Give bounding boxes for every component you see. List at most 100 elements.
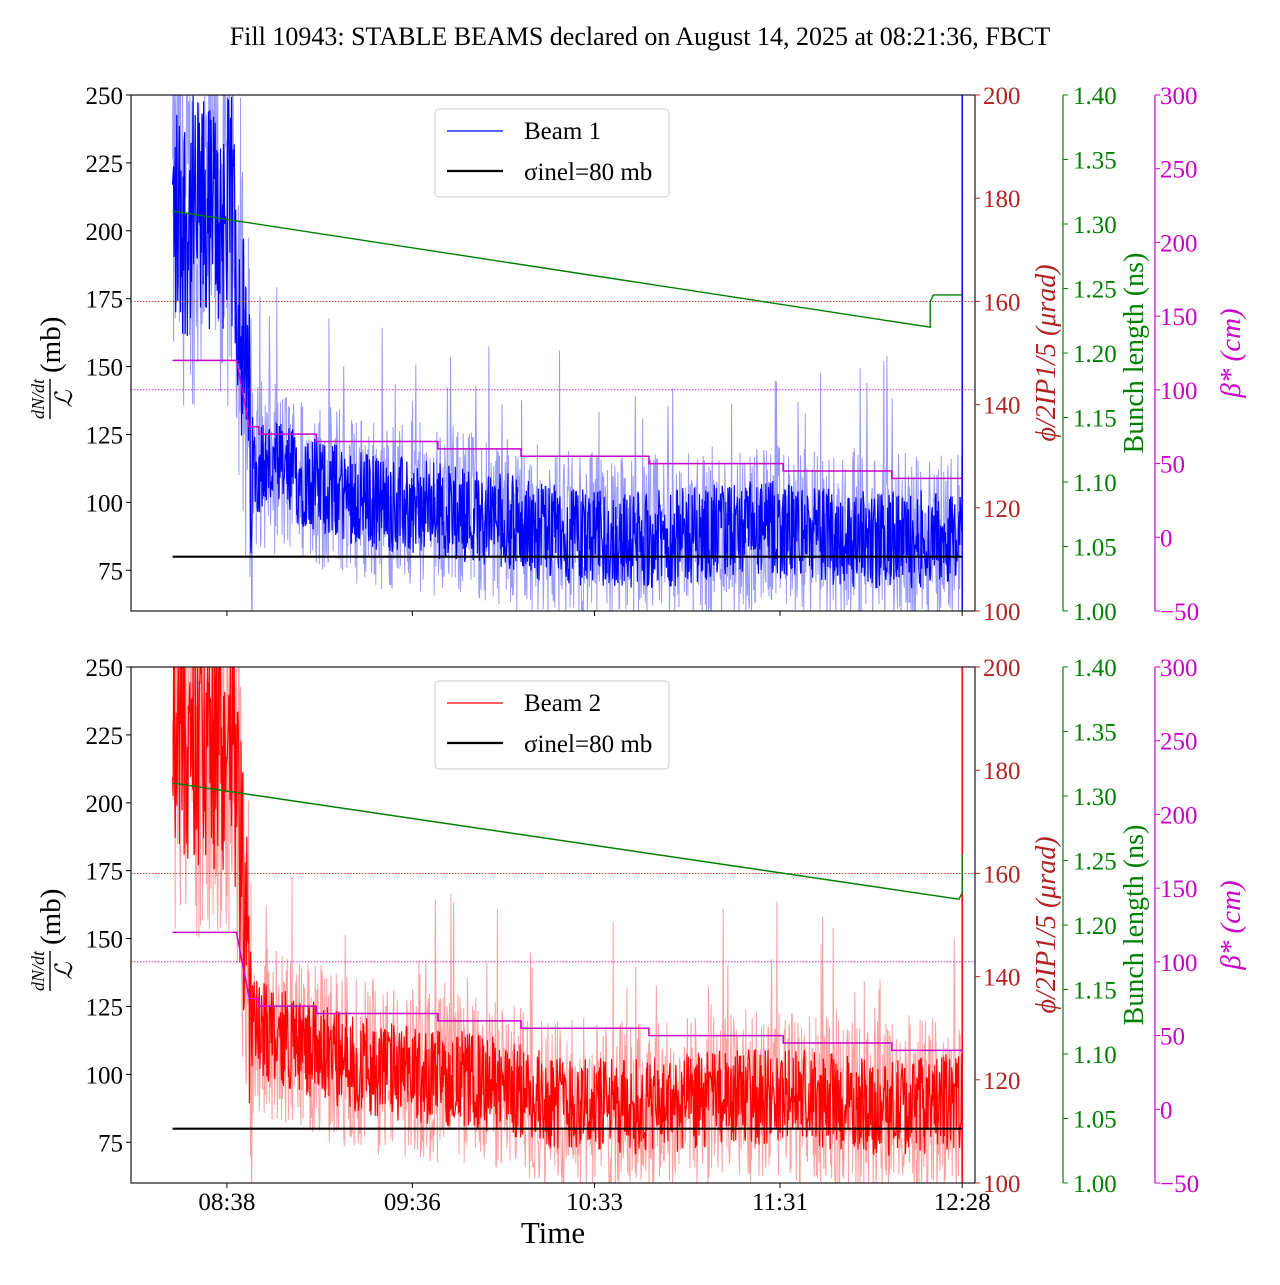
x-axis-tick-label: 08:38 xyxy=(198,1189,255,1216)
left-axis-title: dN/dt ℒ (mb) xyxy=(28,317,78,419)
left-axis-tick-label: 100 xyxy=(86,1062,124,1089)
beta-axis-title: β* (cm) xyxy=(1215,880,1247,970)
bunch-axis-tick-label: 1.05 xyxy=(1073,1107,1117,1134)
beta-axis-tick-label: −50 xyxy=(1160,1171,1199,1198)
panel-top: 75 100 125 150 175 200 225 250 dN/dt ℒ (mb) 100 120 1… xyxy=(28,83,1247,626)
angle-axis-tick-label: 120 xyxy=(983,496,1021,523)
beta-axis-tick-label: 0 xyxy=(1160,525,1173,552)
beta-axis-tick-label: 150 xyxy=(1160,304,1198,331)
legend-label-beam: Beam 1 xyxy=(524,118,601,145)
beta-axis-tick-label: 50 xyxy=(1160,1024,1185,1051)
series-bottom-light-trace xyxy=(172,667,963,1183)
bunch-axis-title: Bunch length (ns) xyxy=(1119,253,1150,454)
angle-axis-tick-label: 200 xyxy=(983,655,1021,682)
plot-frame xyxy=(130,94,976,612)
left-axis-title-numerator: dN/dt xyxy=(28,950,48,991)
left-axis-title-numerator: dN/dt xyxy=(28,378,48,419)
left-axis-tick-label: 200 xyxy=(86,219,124,246)
angle-axis-title: ϕ/2IP1/5 (μrad) xyxy=(1031,836,1062,1013)
beta-axis-tick-label: 100 xyxy=(1160,950,1198,977)
x-axis-tick-label: 09:36 xyxy=(384,1189,441,1216)
beta-axis-tick-label: 200 xyxy=(1160,230,1198,257)
angle-axis-tick-label: 160 xyxy=(983,861,1021,888)
bunch-axis-tick-label: 1.10 xyxy=(1073,470,1117,497)
bunch-axis-tick-label: 1.20 xyxy=(1073,913,1117,940)
bunch-axis-tick-label: 1.35 xyxy=(1073,720,1117,747)
bunch-axis-title: Bunch length (ns) xyxy=(1119,825,1150,1026)
left-axis-tick-label: 175 xyxy=(86,287,124,314)
bunch-axis-tick-label: 1.00 xyxy=(1073,599,1117,626)
left-axis-tick-label: 125 xyxy=(86,994,124,1021)
left-axis-title: dN/dt ℒ (mb) xyxy=(28,889,78,991)
legend: Beam 2 σinel=80 mb xyxy=(434,680,670,770)
left-axis-tick-label: 225 xyxy=(86,723,124,750)
angle-axis-tick-label: 140 xyxy=(983,965,1021,992)
legend-label-beam: Beam 2 xyxy=(524,690,601,717)
left-axis-title-unit: (mb) xyxy=(35,889,67,945)
angle-axis-tick-label: 180 xyxy=(983,186,1021,213)
beta-axis-tick-label: 0 xyxy=(1160,1097,1173,1124)
x-axis-title: Time xyxy=(521,1215,585,1250)
angle-axis-tick-label: 180 xyxy=(983,758,1021,785)
beta-axis-tick-label: 150 xyxy=(1160,876,1198,903)
angle-axis-title: ϕ/2IP1/5 (μrad) xyxy=(1031,264,1062,441)
bunch-axis-tick-label: 1.30 xyxy=(1073,212,1117,239)
left-axis-tick-label: 75 xyxy=(98,558,123,585)
bunch-axis-tick-label: 1.40 xyxy=(1073,655,1117,682)
bunch-axis-tick-label: 1.05 xyxy=(1073,535,1117,562)
beta-axis-tick-label: 300 xyxy=(1160,83,1198,110)
x-axis-tick-label: 11:31 xyxy=(752,1189,808,1216)
angle-axis-tick-label: 140 xyxy=(983,393,1021,420)
chart-title: Fill 10943: STABLE BEAMS declared on Aug… xyxy=(230,22,1051,51)
x-axis-tick-label: 10:33 xyxy=(566,1189,623,1216)
left-axis-title-denominator: ℒ xyxy=(52,390,78,408)
left-axis-title-denominator: ℒ xyxy=(52,962,78,980)
beta-axis-tick-label: 200 xyxy=(1160,802,1198,829)
bunch-length-line xyxy=(172,210,963,329)
left-axis-tick-label: 225 xyxy=(86,151,124,178)
angle-axis-tick-label: 100 xyxy=(983,1171,1021,1198)
left-axis-tick-label: 250 xyxy=(86,655,124,682)
bunch-axis-tick-label: 1.20 xyxy=(1073,341,1117,368)
beta-star-line xyxy=(172,931,963,1052)
left-axis-title-unit: (mb) xyxy=(35,317,67,373)
series-bottom-trace xyxy=(172,667,963,1156)
beta-axis-tick-label: 50 xyxy=(1160,452,1185,479)
legend-label-sigma: σinel=80 mb xyxy=(524,159,652,186)
bunch-axis-tick-label: 1.00 xyxy=(1073,1171,1117,1198)
beta-star-line xyxy=(172,359,963,480)
left-axis-tick-label: 75 xyxy=(98,1130,123,1157)
beta-axis-tick-label: 100 xyxy=(1160,378,1198,405)
angle-axis-tick-label: 100 xyxy=(983,599,1021,626)
series-top-trace xyxy=(172,95,963,589)
plot-area xyxy=(131,667,975,1183)
plot-frame xyxy=(130,666,976,1184)
left-axis-tick-label: 125 xyxy=(86,422,124,449)
beta-axis-tick-label: 250 xyxy=(1160,157,1198,184)
left-axis-tick-label: 250 xyxy=(86,83,124,110)
bunch-axis-tick-label: 1.25 xyxy=(1073,277,1117,304)
left-axis-tick-label: 100 xyxy=(86,490,124,517)
plot-area xyxy=(131,95,975,611)
beta-axis-tick-label: 250 xyxy=(1160,729,1198,756)
left-axis-tick-label: 200 xyxy=(86,791,124,818)
bunch-axis-tick-label: 1.15 xyxy=(1073,978,1117,1005)
bunch-length-line xyxy=(172,782,963,900)
bunch-axis-tick-label: 1.15 xyxy=(1073,406,1117,433)
left-axis-tick-label: 175 xyxy=(86,859,124,886)
legend: Beam 1 σinel=80 mb xyxy=(434,108,670,198)
angle-axis-tick-label: 160 xyxy=(983,289,1021,316)
x-axis-tick-label: 12:28 xyxy=(934,1189,991,1216)
beta-axis-title: β* (cm) xyxy=(1215,308,1247,398)
bunch-axis-tick-label: 1.30 xyxy=(1073,784,1117,811)
left-axis-tick-label: 150 xyxy=(86,927,124,954)
legend-label-sigma: σinel=80 mb xyxy=(524,731,652,758)
left-axis-tick-label: 150 xyxy=(86,355,124,382)
bunch-axis-tick-label: 1.40 xyxy=(1073,83,1117,110)
angle-axis-tick-label: 120 xyxy=(983,1068,1021,1095)
bunch-axis-tick-label: 1.10 xyxy=(1073,1042,1117,1069)
angle-axis-tick-label: 200 xyxy=(983,83,1021,110)
